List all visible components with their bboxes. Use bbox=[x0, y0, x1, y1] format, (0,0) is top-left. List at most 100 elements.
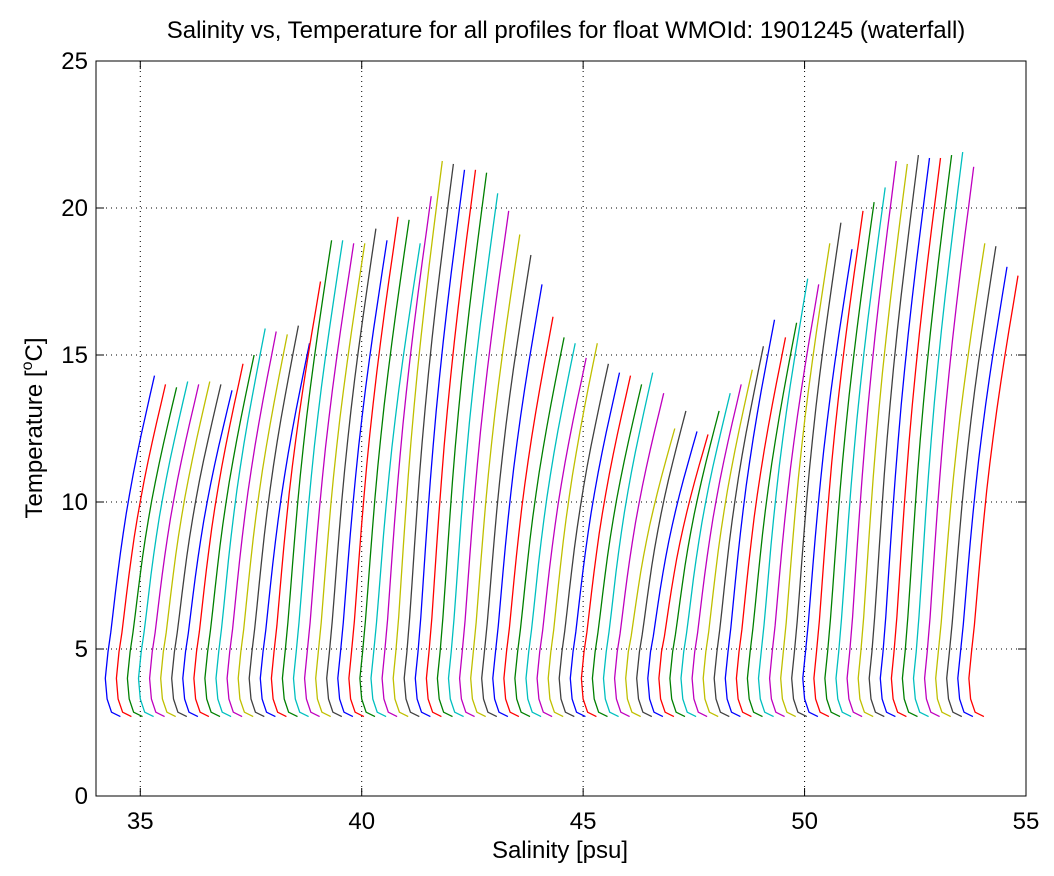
profile-line bbox=[613, 393, 665, 718]
x-axis-label: Salinity [psu] bbox=[492, 837, 628, 864]
profile-line bbox=[237, 334, 288, 718]
profile-line bbox=[746, 322, 798, 718]
profile-line bbox=[171, 384, 222, 718]
profile-line bbox=[447, 193, 499, 718]
profile-line bbox=[414, 169, 466, 718]
x-tick-labels: 35 40 45 50 55 bbox=[127, 808, 1039, 835]
profile-line bbox=[348, 216, 399, 718]
profile-line bbox=[514, 337, 565, 718]
profile-line bbox=[425, 169, 477, 718]
profile-line bbox=[802, 249, 853, 718]
profile-line bbox=[536, 357, 587, 718]
profile-line bbox=[392, 160, 443, 718]
profile-line bbox=[204, 354, 255, 718]
profile-line bbox=[636, 410, 687, 718]
profile-line bbox=[370, 243, 421, 718]
y-tick-label: 20 bbox=[61, 195, 88, 222]
profile-line bbox=[547, 343, 598, 718]
profile-line bbox=[625, 428, 676, 718]
profile-line bbox=[226, 331, 277, 718]
profile-line bbox=[248, 325, 300, 718]
profile-line bbox=[259, 343, 311, 718]
y-tick-labels: 0 5 10 15 20 25 bbox=[61, 48, 88, 810]
profile-line bbox=[525, 343, 576, 718]
profile-line bbox=[846, 160, 897, 718]
profile-line bbox=[281, 240, 333, 718]
profile-line bbox=[890, 157, 942, 718]
profile-line bbox=[669, 410, 720, 718]
profile-line bbox=[968, 275, 1019, 718]
profile-line bbox=[813, 210, 864, 718]
profile-line bbox=[292, 240, 344, 718]
y-tick-label: 0 bbox=[75, 783, 88, 810]
profile-line bbox=[824, 202, 875, 718]
y-tick-label: 15 bbox=[61, 342, 88, 369]
profile-line bbox=[215, 328, 266, 718]
x-tick-label: 40 bbox=[348, 808, 375, 835]
profile-line bbox=[337, 240, 388, 718]
y-tick-label: 25 bbox=[61, 48, 88, 75]
y-axis-label-main: Temperature [ bbox=[21, 370, 48, 518]
y-tick-label: 5 bbox=[75, 636, 88, 663]
chart-title: Salinity vs, Temperature for all profile… bbox=[167, 17, 966, 44]
profile-line bbox=[403, 163, 455, 718]
profile-line bbox=[791, 222, 842, 718]
profile-line bbox=[868, 155, 920, 718]
profile-line bbox=[680, 393, 731, 718]
profile-line bbox=[647, 431, 698, 718]
profile-line bbox=[591, 384, 643, 718]
profile-line bbox=[193, 363, 244, 718]
x-tick-label: 50 bbox=[791, 808, 818, 835]
profile-line bbox=[702, 369, 753, 718]
profile-line bbox=[569, 372, 621, 718]
profile-line bbox=[470, 234, 521, 718]
profile-line bbox=[359, 219, 410, 718]
profile-line bbox=[912, 152, 964, 718]
profile-line bbox=[458, 210, 510, 718]
profile-line bbox=[381, 196, 432, 718]
profile-line bbox=[735, 337, 787, 718]
profile-line bbox=[182, 390, 233, 718]
profile-line bbox=[503, 316, 554, 718]
profile-line bbox=[724, 319, 776, 718]
x-tick-label: 45 bbox=[570, 808, 597, 835]
profile-line bbox=[780, 243, 831, 718]
profile-line bbox=[315, 243, 366, 718]
profile-line bbox=[104, 375, 156, 718]
axis-ticks bbox=[96, 60, 1027, 797]
profile-line bbox=[492, 284, 543, 718]
x-tick-label: 35 bbox=[127, 808, 154, 835]
profile-line bbox=[757, 278, 809, 718]
profile-line bbox=[481, 254, 532, 718]
profile-line bbox=[879, 157, 931, 718]
profile-line bbox=[558, 363, 610, 718]
profile-line bbox=[326, 228, 377, 718]
profiles bbox=[104, 152, 1019, 718]
y-axis-label: Temperature [oC] bbox=[19, 338, 48, 519]
profile-line bbox=[713, 346, 765, 718]
profile-line bbox=[303, 243, 355, 718]
plot-frame bbox=[95, 60, 1027, 797]
profile-line bbox=[148, 384, 200, 718]
profile-line bbox=[957, 266, 1008, 718]
x-tick-label: 55 bbox=[1013, 808, 1040, 835]
profile-line bbox=[126, 387, 178, 718]
profile-line bbox=[580, 375, 632, 718]
profile-line bbox=[768, 284, 820, 718]
profile-line bbox=[946, 246, 997, 718]
profile-line bbox=[115, 384, 167, 718]
y-tick-label: 10 bbox=[61, 489, 88, 516]
profile-line bbox=[923, 166, 975, 718]
y-axis-label-end: C] bbox=[21, 338, 48, 362]
profile-line bbox=[691, 384, 742, 718]
plot-area bbox=[96, 61, 1026, 796]
profile-line bbox=[270, 281, 322, 718]
profile-line bbox=[137, 381, 189, 718]
profile-line bbox=[436, 172, 488, 718]
profile-line bbox=[901, 155, 953, 718]
y-axis-label-superscript: o bbox=[19, 361, 36, 370]
profile-line bbox=[602, 372, 654, 718]
profile-line bbox=[658, 434, 709, 718]
